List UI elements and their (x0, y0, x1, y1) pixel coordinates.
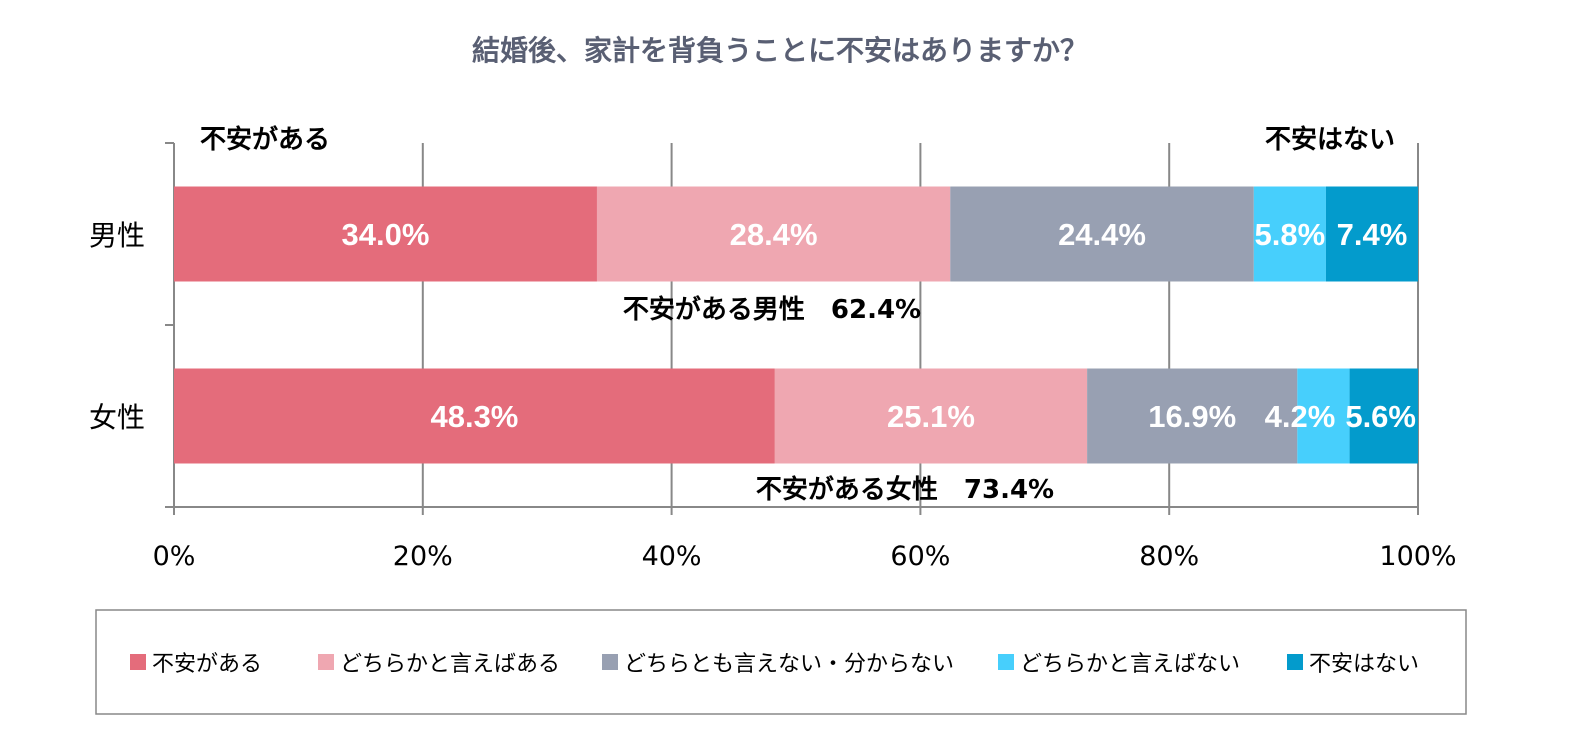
data-label: 34.0% (342, 217, 430, 252)
legend-label: 不安がある (152, 652, 262, 677)
legend-label: どちらとも言えない・分からない (624, 652, 954, 677)
x-tick-label: 0% (153, 541, 196, 572)
data-label: 5.6% (1345, 399, 1416, 434)
data-label: 48.3% (430, 399, 518, 434)
legend-swatch (602, 654, 618, 670)
left-header: 不安がある (200, 124, 330, 155)
bar-segment (1349, 368, 1418, 464)
bar-segment (174, 368, 775, 464)
data-label: 16.9% (1148, 399, 1236, 434)
legend-swatch (1287, 654, 1303, 670)
chart-title: 結婚後、家計を背負うことに不安はありますか？ (472, 34, 1088, 67)
bar-segment (174, 186, 597, 282)
data-label: 25.1% (887, 399, 975, 434)
category-label: 女性 (89, 401, 145, 434)
x-tick-label: 60% (890, 541, 950, 572)
x-tick-label: 80% (1139, 541, 1199, 572)
legend-label: どちらかと言えばない (1020, 652, 1240, 677)
legend-label: 不安はない (1309, 652, 1419, 677)
legend-label: どちらかと言えばある (340, 652, 560, 677)
data-label: 28.4% (730, 217, 818, 252)
bar-segment (596, 186, 951, 282)
data-label: 5.8% (1255, 217, 1326, 252)
female-total-annotation: 不安がある女性 73.4% (756, 474, 1054, 505)
bar-segment (1325, 186, 1418, 282)
legend-swatch (130, 654, 146, 670)
x-tick-label: 20% (393, 541, 453, 572)
data-label: 4.2% (1265, 399, 1336, 434)
bar-segment (1087, 368, 1298, 464)
data-label: 7.4% (1337, 217, 1408, 252)
male-total-annotation: 不安がある男性 62.4% (623, 294, 921, 325)
bar-segment (1253, 186, 1326, 282)
legend-swatch (998, 654, 1014, 670)
x-tick-label: 40% (642, 541, 702, 572)
bar-segment (1297, 368, 1350, 464)
bar-segment (774, 368, 1088, 464)
x-tick-label: 100% (1379, 541, 1456, 572)
data-label: 24.4% (1058, 217, 1146, 252)
right-header: 不安はない (1265, 125, 1395, 155)
bar-segment (950, 186, 1254, 282)
legend-swatch (318, 654, 334, 670)
category-label: 男性 (89, 219, 145, 252)
